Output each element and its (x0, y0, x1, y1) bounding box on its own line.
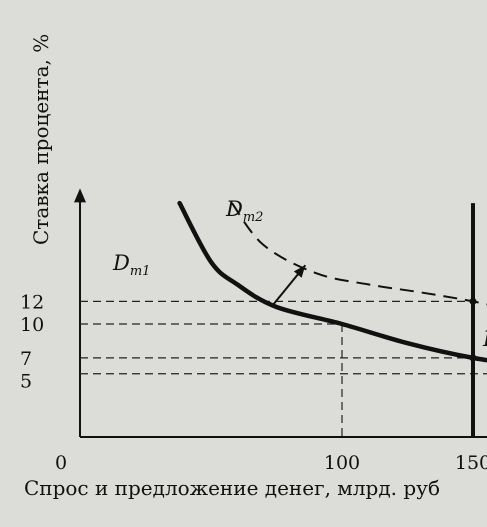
y-tick-label: 7 (20, 348, 32, 370)
y-tick-label: 10 (20, 314, 44, 336)
e1-label: E1 (482, 327, 487, 355)
dm1-label: Dm1 (112, 251, 150, 279)
y-tick-label: 5 (20, 371, 32, 393)
x-tick-label: 150 (455, 452, 487, 474)
x-axis-label: Спрос и предложение денег, млрд. руб (24, 476, 440, 500)
y-axis-arrow (74, 188, 86, 203)
y-tick-label: 12 (20, 291, 44, 313)
dm2-label: Dm2 (225, 197, 263, 225)
demand-curve-dm1 (177, 200, 487, 363)
x-tick-label: 100 (324, 452, 360, 474)
equilibrium-point (469, 354, 477, 362)
demand-curve-dm2 (231, 202, 487, 306)
shift-arrow-head (293, 265, 306, 278)
equilibrium-point (469, 297, 477, 305)
y-axis-label: Ставка процента, % (29, 34, 53, 245)
origin-label: 0 (55, 452, 67, 474)
